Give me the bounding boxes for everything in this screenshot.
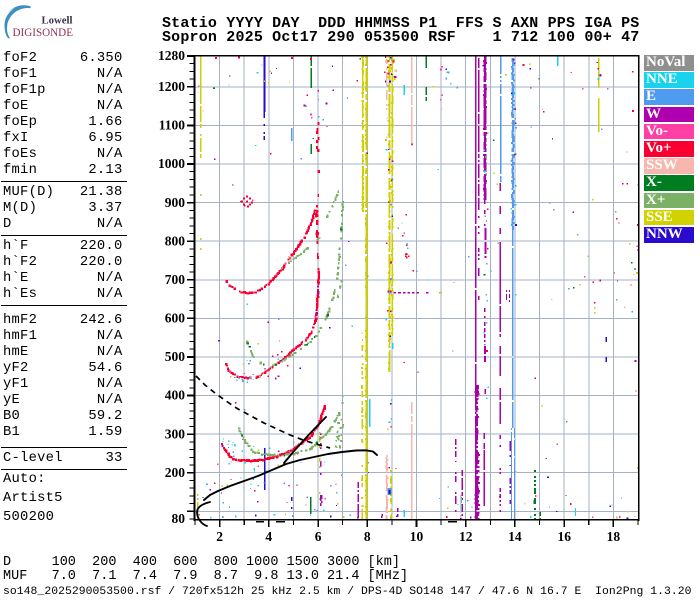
svg-text:1200: 1200 <box>158 79 185 94</box>
svg-text:18: 18 <box>607 529 621 544</box>
svg-text:2: 2 <box>216 529 223 544</box>
svg-text:400: 400 <box>165 388 186 403</box>
svg-text:14: 14 <box>508 529 522 544</box>
svg-text:10: 10 <box>410 529 424 544</box>
svg-text:900: 900 <box>165 195 186 210</box>
svg-text:1000: 1000 <box>158 156 185 171</box>
svg-text:80: 80 <box>172 511 186 526</box>
svg-text:700: 700 <box>165 272 186 287</box>
svg-text:16: 16 <box>557 529 571 544</box>
svg-text:DIGISONDE: DIGISONDE <box>13 25 74 39</box>
svg-text:300: 300 <box>165 426 186 441</box>
svg-text:500: 500 <box>165 349 186 364</box>
svg-text:800: 800 <box>165 233 186 248</box>
svg-text:200: 200 <box>165 465 186 480</box>
svg-text:1100: 1100 <box>159 118 186 133</box>
svg-text:12: 12 <box>459 529 473 544</box>
svg-text:1280: 1280 <box>158 48 185 63</box>
svg-text:Lowell: Lowell <box>42 16 73 27</box>
svg-text:6: 6 <box>315 529 322 544</box>
svg-text:8: 8 <box>364 529 371 544</box>
svg-text:600: 600 <box>165 311 186 326</box>
svg-text:4: 4 <box>265 529 272 544</box>
